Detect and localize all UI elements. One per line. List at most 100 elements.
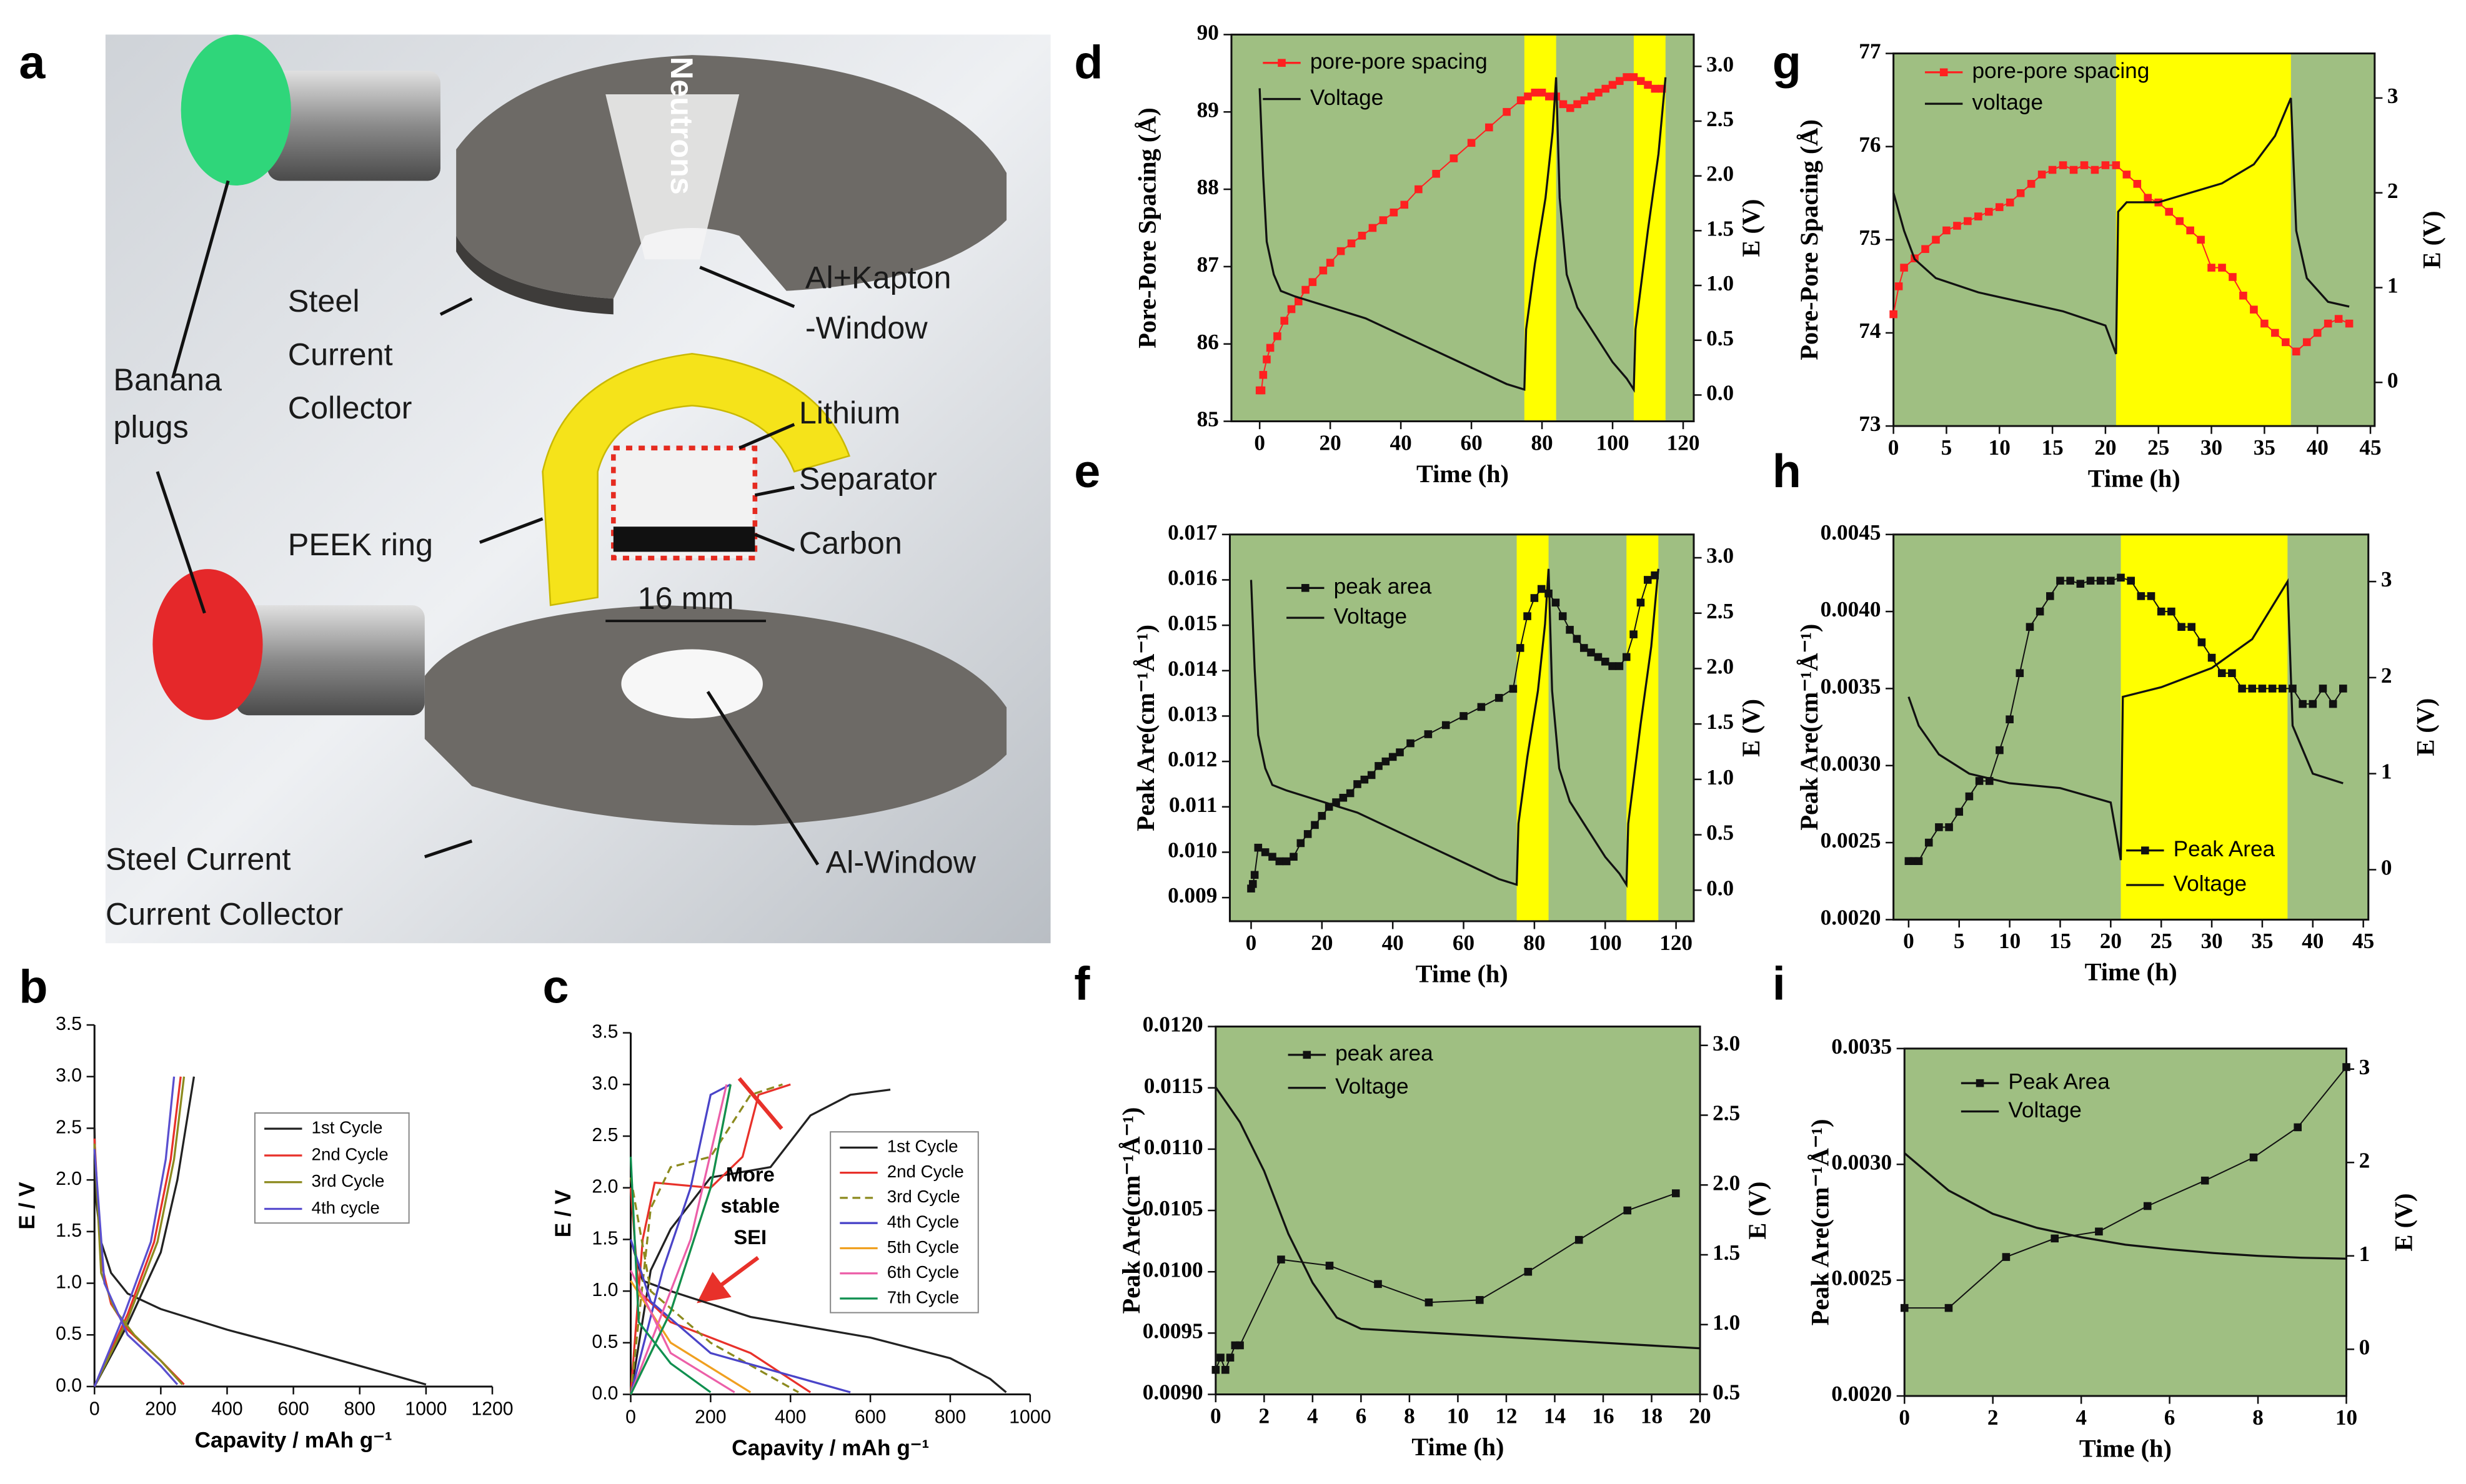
data-point: [1935, 823, 1943, 831]
x-tick-label: 80: [1531, 430, 1553, 455]
x-tick-label: 18: [1641, 1403, 1663, 1428]
y-tick-label: 0.0100: [1143, 1257, 1203, 1282]
data-point: [2056, 576, 2064, 585]
series-line: [1907, 578, 2344, 861]
data-point: [1566, 626, 1574, 634]
x-tick-label: 10: [1999, 929, 2021, 953]
y-tick-label: 0.0115: [1144, 1074, 1203, 1098]
data-point: [1932, 235, 1940, 244]
legend-label: 2nd Cycle: [887, 1162, 964, 1181]
data-point: [2165, 207, 2173, 216]
x-tick-label: 35: [2251, 929, 2273, 953]
legend-marker: [1303, 1051, 1311, 1059]
data-point: [1516, 96, 1525, 104]
data-point: [1249, 880, 1257, 888]
y-tick-label: 0.0025: [1831, 1266, 1892, 1290]
data-point: [2319, 685, 2327, 693]
data-point: [1636, 598, 1645, 607]
label: PEEK ring: [288, 527, 433, 562]
y-tick-label: 0.009: [1168, 883, 1217, 908]
data-point: [2342, 1063, 2350, 1071]
series-line: [93, 1076, 179, 1387]
y2-tick-label: 3: [2381, 567, 2392, 591]
data-point: [1594, 88, 1603, 97]
data-point: [1282, 857, 1291, 866]
data-point: [1459, 712, 1468, 720]
data-point: [2177, 623, 2185, 631]
y2-tick-label: 1.0: [1706, 271, 1734, 295]
x-tick-label: 800: [935, 1407, 966, 1427]
data-point: [1301, 285, 1310, 294]
data-point: [1574, 1235, 1583, 1244]
data-point: [1432, 169, 1440, 178]
y2-axis-label: E (V): [2389, 1194, 2417, 1252]
data-point: [1566, 104, 1574, 112]
data-point: [1985, 207, 1993, 216]
y2-tick-label: 0.5: [1706, 821, 1734, 845]
y-tick-label: 2.5: [592, 1125, 618, 1145]
data-point: [2329, 700, 2337, 708]
y-tick-label: 90: [1197, 20, 1219, 44]
y-tick-label: 0.0020: [1821, 905, 1881, 929]
y2-tick-label: 2.5: [1706, 599, 1734, 623]
data-point: [2002, 1253, 2011, 1261]
data-point: [2239, 292, 2247, 300]
carbon-layer: [613, 527, 755, 552]
data-point: [1273, 332, 1281, 340]
y2-tick-label: 1: [2387, 274, 2399, 298]
label: 16 mm: [638, 580, 734, 616]
data-point: [1900, 1303, 1909, 1312]
y-tick-label: 0.012: [1168, 747, 1217, 771]
data-point: [1995, 203, 2004, 211]
y-axis-label: Peak Are(cm⁻¹Å⁻¹): [1117, 1107, 1145, 1314]
data-point: [1889, 310, 1897, 319]
data-point: [1211, 1365, 1220, 1374]
data-point: [1537, 585, 1546, 593]
data-point: [1485, 123, 1493, 132]
y-tick-label: 0.015: [1168, 611, 1217, 635]
legend-frame: [254, 1112, 410, 1224]
data-point: [1587, 648, 1595, 657]
y2-tick-label: 3: [2359, 1055, 2370, 1079]
legend-label: 3rd Cycle: [887, 1187, 960, 1206]
panel-letter: i: [1772, 957, 1786, 1010]
data-point: [2309, 700, 2317, 708]
x-tick-label: 600: [277, 1399, 309, 1420]
data-point: [2080, 161, 2089, 169]
data-point: [1944, 1303, 1953, 1312]
data-point: [1261, 848, 1270, 856]
y2-tick-label: 2: [2381, 663, 2392, 688]
x-tick-label: 20: [2100, 929, 2122, 953]
data-point: [1308, 278, 1317, 286]
y-tick-label: 0.0040: [1821, 597, 1881, 621]
data-point: [1318, 812, 1326, 820]
legend-label: 1st Cycle: [312, 1117, 383, 1137]
annotation: stable: [721, 1194, 780, 1217]
y-tick-label: 0.014: [1168, 656, 1217, 681]
data-point: [2289, 685, 2297, 693]
data-point: [1368, 224, 1377, 232]
data-point: [2095, 1227, 2103, 1236]
y-tick-label: 0.0: [592, 1383, 618, 1404]
data-point: [2218, 264, 2226, 272]
x-tick-label: 0: [1903, 929, 1914, 953]
data-point: [2268, 685, 2277, 693]
y2-tick-label: 2: [2387, 179, 2399, 203]
x-axis-label: Time (h): [2079, 1434, 2172, 1462]
y-tick-label: 75: [1859, 225, 1881, 250]
x-axis-label: Capavity / mAh g⁻¹: [195, 1428, 392, 1452]
data-point: [2006, 198, 2014, 207]
x-tick-label: 10: [1989, 435, 2011, 460]
y2-tick-label: 0.0: [1706, 876, 1734, 900]
data-point: [1266, 344, 1275, 352]
x-tick-label: 0: [1246, 931, 1257, 955]
data-point: [1531, 88, 1539, 97]
data-point: [1623, 73, 1631, 81]
data-point: [2207, 653, 2216, 662]
x-tick-label: 0: [625, 1407, 636, 1427]
x-tick-label: 0: [1899, 1405, 1910, 1430]
legend-label: 4th Cycle: [887, 1212, 959, 1231]
data-point: [1622, 653, 1631, 661]
series-line: [629, 1083, 799, 1395]
y-tick-label: 77: [1859, 39, 1881, 64]
